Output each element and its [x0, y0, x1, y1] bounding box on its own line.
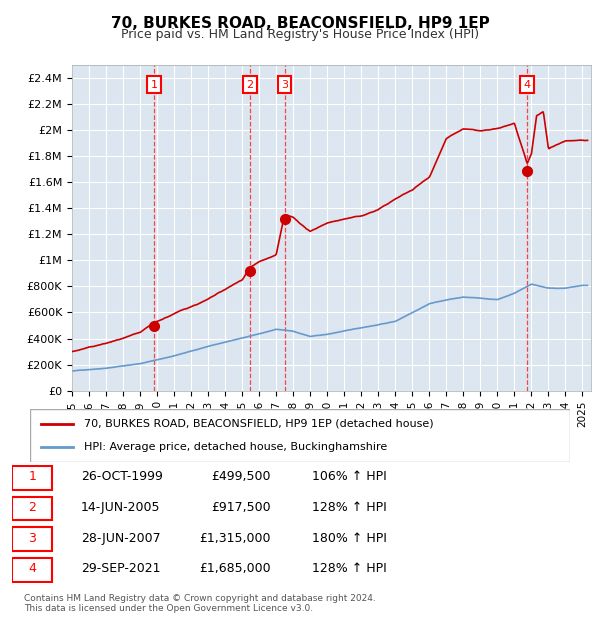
FancyBboxPatch shape	[12, 497, 52, 520]
Text: £917,500: £917,500	[212, 501, 271, 514]
Text: £1,685,000: £1,685,000	[200, 562, 271, 575]
FancyBboxPatch shape	[12, 466, 52, 490]
FancyBboxPatch shape	[30, 409, 570, 462]
Text: 2: 2	[28, 501, 36, 514]
Text: 128% ↑ HPI: 128% ↑ HPI	[311, 501, 386, 514]
Text: 1: 1	[151, 79, 158, 90]
Text: 14-JUN-2005: 14-JUN-2005	[81, 501, 161, 514]
Text: 28-JUN-2007: 28-JUN-2007	[81, 531, 161, 544]
Text: 3: 3	[28, 531, 36, 544]
Text: 128% ↑ HPI: 128% ↑ HPI	[311, 562, 386, 575]
Text: 2: 2	[246, 79, 253, 90]
FancyBboxPatch shape	[12, 558, 52, 582]
Text: 4: 4	[28, 562, 36, 575]
Text: HPI: Average price, detached house, Buckinghamshire: HPI: Average price, detached house, Buck…	[84, 442, 387, 452]
Text: 26-OCT-1999: 26-OCT-1999	[81, 471, 163, 483]
Text: 70, BURKES ROAD, BEACONSFIELD, HP9 1EP (detached house): 70, BURKES ROAD, BEACONSFIELD, HP9 1EP (…	[84, 419, 434, 429]
Text: Price paid vs. HM Land Registry's House Price Index (HPI): Price paid vs. HM Land Registry's House …	[121, 28, 479, 41]
FancyBboxPatch shape	[12, 528, 52, 551]
Text: 1: 1	[28, 471, 36, 483]
Text: Contains HM Land Registry data © Crown copyright and database right 2024.
This d: Contains HM Land Registry data © Crown c…	[24, 594, 376, 613]
Text: 70, BURKES ROAD, BEACONSFIELD, HP9 1EP: 70, BURKES ROAD, BEACONSFIELD, HP9 1EP	[110, 16, 490, 30]
Text: 106% ↑ HPI: 106% ↑ HPI	[311, 471, 386, 483]
Text: 180% ↑ HPI: 180% ↑ HPI	[311, 531, 386, 544]
Text: 4: 4	[524, 79, 531, 90]
Text: 3: 3	[281, 79, 288, 90]
Text: 29-SEP-2021: 29-SEP-2021	[81, 562, 161, 575]
Text: £499,500: £499,500	[212, 471, 271, 483]
Text: £1,315,000: £1,315,000	[200, 531, 271, 544]
